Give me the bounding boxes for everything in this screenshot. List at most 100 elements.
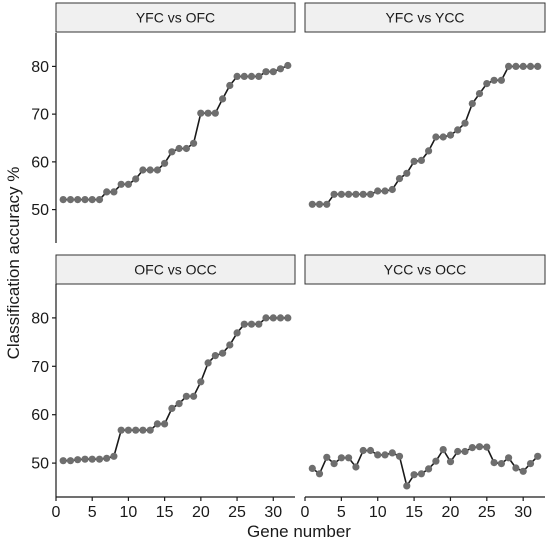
x-tick-label-3-20: 20 bbox=[192, 504, 210, 521]
data-point-1-20 bbox=[197, 109, 205, 117]
data-point-3-13 bbox=[146, 426, 154, 434]
y-tick-label-1-70: 70 bbox=[31, 107, 49, 124]
data-point-4-9 bbox=[366, 446, 375, 455]
data-point-3-28 bbox=[255, 320, 263, 328]
data-point-1-29 bbox=[262, 68, 270, 76]
data-point-2-17 bbox=[425, 147, 433, 155]
data-point-2-29 bbox=[512, 62, 520, 70]
data-point-3-21 bbox=[204, 359, 212, 367]
data-point-1-9 bbox=[117, 180, 125, 188]
data-point-3-6 bbox=[95, 455, 104, 463]
data-point-4-22 bbox=[461, 447, 469, 456]
data-point-1-8 bbox=[110, 188, 118, 196]
data-point-3-20 bbox=[197, 378, 205, 386]
data-point-4-4 bbox=[330, 460, 338, 468]
data-point-4-3 bbox=[323, 453, 331, 461]
data-point-4-23 bbox=[468, 444, 476, 452]
x-tick-label-4-25: 25 bbox=[478, 504, 496, 521]
x-tick-label-4-5: 5 bbox=[337, 504, 346, 521]
data-point-3-3 bbox=[74, 456, 82, 464]
data-point-3-5 bbox=[88, 455, 96, 463]
x-tick-label-4-10: 10 bbox=[369, 504, 387, 521]
data-point-4-25 bbox=[483, 443, 491, 451]
data-point-2-20 bbox=[446, 131, 455, 139]
data-point-1-24 bbox=[226, 81, 234, 90]
data-point-1-30 bbox=[269, 68, 277, 76]
data-point-1-28 bbox=[255, 72, 263, 80]
data-point-3-10 bbox=[124, 426, 132, 434]
data-point-2-13 bbox=[395, 175, 404, 183]
y-tick-label-3-50: 50 bbox=[31, 456, 49, 473]
data-point-2-32 bbox=[534, 62, 542, 70]
data-point-2-25 bbox=[483, 80, 491, 88]
facet-strip-2 bbox=[304, 2, 546, 33]
data-point-1-10 bbox=[124, 180, 132, 188]
data-point-3-2 bbox=[66, 457, 75, 465]
data-point-3-11 bbox=[132, 426, 140, 434]
data-point-2-2 bbox=[315, 200, 324, 208]
data-point-2-8 bbox=[359, 190, 367, 198]
data-point-3-27 bbox=[247, 320, 256, 328]
facet-strip-4 bbox=[304, 254, 546, 285]
data-point-3-12 bbox=[139, 426, 147, 434]
data-point-4-5 bbox=[337, 454, 345, 462]
data-point-4-31 bbox=[526, 460, 535, 468]
series-line-4 bbox=[311, 445, 539, 488]
facet-strip-3 bbox=[55, 254, 296, 285]
facet-title-2: YFC vs YCC bbox=[385, 10, 464, 26]
data-point-2-26 bbox=[490, 76, 498, 84]
data-point-2-6 bbox=[345, 190, 353, 198]
data-point-4-24 bbox=[475, 443, 484, 451]
series-line-1 bbox=[63, 64, 289, 201]
data-point-4-17 bbox=[425, 465, 433, 473]
data-point-1-4 bbox=[81, 196, 89, 204]
data-point-3-31 bbox=[276, 314, 285, 322]
data-point-3-18 bbox=[182, 392, 190, 400]
data-point-3-14 bbox=[153, 420, 161, 428]
x-axis-title: Gene number bbox=[247, 522, 351, 541]
facet-strip-1 bbox=[55, 2, 296, 33]
data-point-3-29 bbox=[262, 314, 270, 322]
data-point-1-12 bbox=[139, 166, 147, 174]
data-point-2-7 bbox=[352, 190, 360, 198]
data-point-2-16 bbox=[417, 156, 425, 164]
data-point-3-7 bbox=[103, 454, 111, 462]
y-tick-label-3-60: 60 bbox=[31, 407, 49, 424]
data-point-1-23 bbox=[219, 95, 227, 103]
data-point-2-31 bbox=[526, 62, 535, 70]
data-point-4-14 bbox=[403, 482, 411, 490]
data-point-1-11 bbox=[132, 175, 140, 183]
data-point-3-8 bbox=[110, 452, 118, 460]
facet-title-3: OFC vs OCC bbox=[134, 262, 216, 278]
data-point-4-27 bbox=[497, 460, 505, 468]
data-point-2-4 bbox=[330, 190, 338, 198]
data-point-1-27 bbox=[247, 72, 256, 80]
data-point-3-9 bbox=[117, 426, 125, 434]
x-tick-label-3-5: 5 bbox=[88, 504, 97, 521]
data-point-2-3 bbox=[323, 200, 331, 208]
data-point-4-29 bbox=[512, 464, 520, 472]
data-point-2-30 bbox=[519, 62, 527, 70]
data-point-4-21 bbox=[454, 447, 462, 456]
data-point-3-4 bbox=[81, 455, 89, 463]
y-tick-label-1-50: 50 bbox=[31, 202, 49, 219]
data-point-1-3 bbox=[74, 196, 82, 204]
data-point-2-12 bbox=[388, 185, 396, 194]
data-point-3-30 bbox=[269, 314, 277, 322]
data-point-2-5 bbox=[337, 190, 345, 198]
data-point-4-18 bbox=[432, 457, 440, 465]
data-point-4-8 bbox=[359, 446, 367, 455]
facet-title-1: YFC vs OFC bbox=[136, 10, 215, 26]
x-tick-label-3-15: 15 bbox=[156, 504, 174, 521]
data-point-1-16 bbox=[168, 148, 176, 156]
data-point-3-16 bbox=[168, 404, 176, 412]
y-tick-label-1-60: 60 bbox=[31, 154, 49, 171]
data-point-2-24 bbox=[475, 90, 484, 98]
data-point-1-17 bbox=[175, 144, 183, 153]
data-point-2-1 bbox=[308, 200, 316, 208]
y-axis-title: Classification accuracy % bbox=[4, 167, 23, 360]
data-point-4-1 bbox=[308, 464, 316, 472]
data-point-2-21 bbox=[454, 126, 462, 134]
data-point-1-31 bbox=[276, 65, 285, 73]
